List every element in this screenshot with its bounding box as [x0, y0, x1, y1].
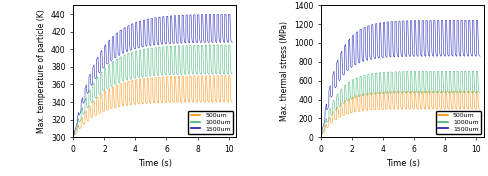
X-axis label: Time (s): Time (s) — [138, 159, 171, 168]
Y-axis label: Max. temperature of particle (K): Max. temperature of particle (K) — [37, 9, 45, 133]
X-axis label: Time (s): Time (s) — [385, 159, 419, 168]
Legend: 500um, 1000um, 1500um: 500um, 1000um, 1500um — [435, 111, 480, 134]
Legend: 500um, 1000um, 1500um: 500um, 1000um, 1500um — [188, 111, 233, 134]
Y-axis label: Max. thermal stress (MPa): Max. thermal stress (MPa) — [279, 21, 288, 121]
